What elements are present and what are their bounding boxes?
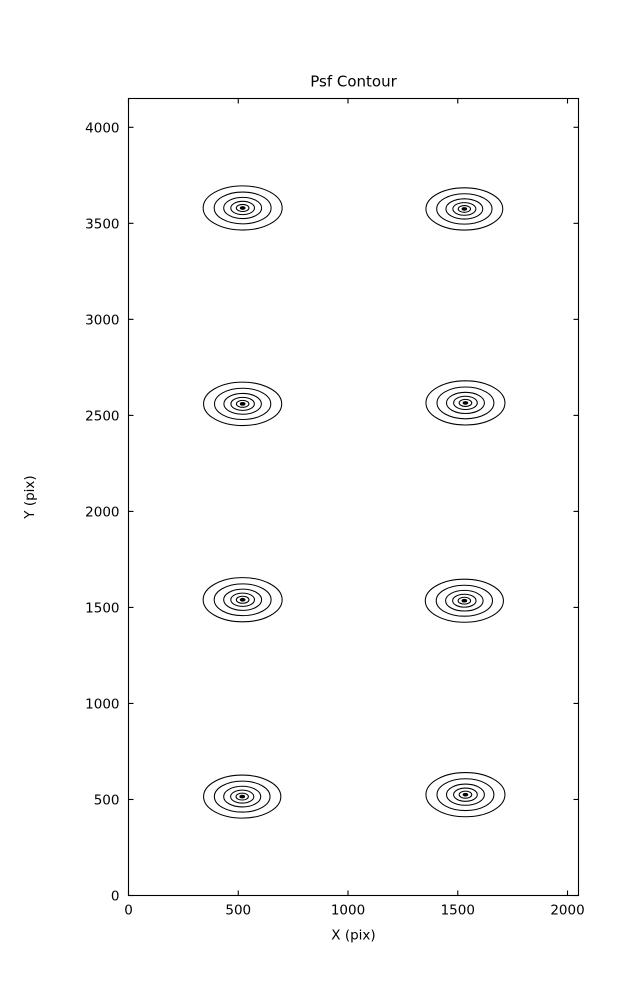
contour-ring	[425, 772, 506, 818]
contour-ring	[223, 196, 263, 220]
y-tick-label: 500	[94, 792, 120, 808]
contour-ring	[213, 583, 272, 617]
psf-contour-group	[425, 187, 504, 231]
contour-ring	[202, 185, 283, 231]
psf-contour-group	[202, 185, 283, 231]
contour-ring	[425, 380, 506, 426]
psf-core-dot	[461, 598, 468, 603]
y-axis-label: Y (pix)	[22, 475, 38, 519]
contour-ring	[230, 789, 255, 804]
contour-ring	[435, 584, 494, 617]
contour-ring	[445, 783, 485, 806]
contour-ring	[223, 588, 263, 611]
contour-ring	[202, 577, 283, 623]
x-tick-label: 2000	[550, 903, 584, 919]
psf-contour-group	[202, 577, 283, 623]
contour-ring	[445, 589, 484, 612]
contour-ring	[235, 595, 250, 604]
contour-ring	[230, 592, 256, 607]
contour-ring	[223, 785, 262, 808]
contour-ring	[445, 391, 485, 415]
contour-ring	[453, 395, 478, 411]
contour-ring	[203, 381, 283, 427]
contour-ring	[436, 778, 495, 812]
contour-ring	[436, 193, 493, 225]
y-tick-label: 2000	[85, 504, 119, 520]
contour-ring	[453, 787, 478, 802]
psf-core-dot	[461, 207, 468, 211]
y-tick-label: 0	[111, 889, 120, 905]
contour-ring	[203, 774, 282, 819]
y-tick-label: 4000	[85, 120, 119, 136]
psf-contour-group	[203, 381, 283, 427]
x-axis-label: X (pix)	[331, 928, 375, 944]
y-tick-label: 2500	[85, 408, 119, 424]
contour-ring	[213, 191, 272, 225]
psf-core-dot	[462, 792, 469, 797]
y-tick-label: 3000	[85, 312, 119, 328]
y-tick-label: 1000	[85, 696, 119, 712]
contour-ring	[457, 205, 472, 213]
plot-frame	[127, 97, 580, 897]
psf-core-dot	[239, 597, 246, 602]
contour-ring	[235, 792, 249, 801]
contour-ring	[235, 203, 250, 213]
psf-contour-group	[425, 380, 506, 426]
contour-ring	[452, 593, 477, 608]
contour-ring	[436, 386, 495, 420]
x-tick-label: 1000	[331, 903, 365, 919]
contour-ring	[235, 399, 250, 408]
contour-ring	[230, 200, 256, 216]
psf-core-dot	[239, 206, 246, 210]
x-tick-label: 500	[225, 903, 251, 919]
contour-ring	[223, 392, 262, 415]
contour-ring	[213, 387, 272, 421]
contour-ring	[230, 396, 255, 411]
y-tick-label: 1500	[85, 600, 119, 616]
contour-ring	[445, 198, 484, 220]
psf-contour-group	[203, 774, 282, 819]
psf-contour-group	[424, 578, 504, 623]
y-tick-label: 3500	[85, 216, 119, 232]
contour-ring	[213, 780, 271, 813]
x-tick-label: 0	[124, 903, 133, 919]
psf-contour-group	[425, 772, 506, 818]
contour-ring	[457, 596, 472, 605]
chart-title: Psf Contour	[310, 73, 397, 91]
contour-ring	[458, 790, 473, 799]
psf-core-dot	[239, 794, 246, 799]
contour-ring	[424, 578, 504, 623]
contour-ring	[425, 187, 504, 231]
psf-core-dot	[462, 401, 469, 405]
psf-core-dot	[239, 402, 246, 406]
contour-ring	[458, 398, 473, 407]
contour-ring	[452, 202, 477, 216]
x-tick-label: 1500	[441, 903, 475, 919]
